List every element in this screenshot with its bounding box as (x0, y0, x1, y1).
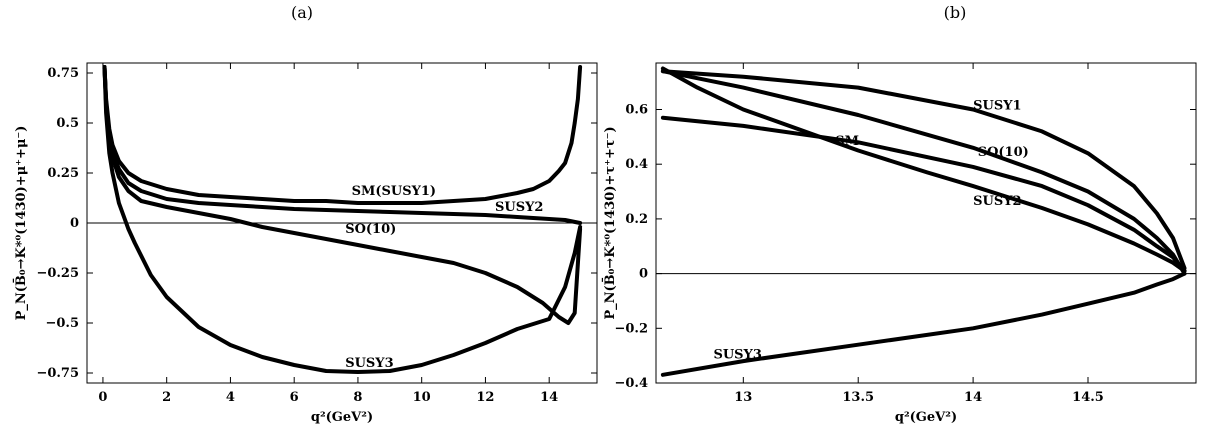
y-tick-label: 0 (70, 216, 79, 231)
curve-label: SUSY2 (973, 194, 1021, 209)
y-axis-label: P_N(B̄₀→K*⁰(1430)+τ⁺+τ⁻) (601, 126, 618, 319)
y-tick-label: 0 (639, 267, 648, 282)
x-tick-label: 13 (734, 390, 752, 405)
curve-label: SUSY3 (345, 356, 393, 371)
panel-label: (a) (291, 3, 313, 22)
y-tick-label: 0.6 (625, 102, 648, 117)
curve-label: SUSY3 (713, 347, 761, 362)
y-tick-label: 0.25 (47, 166, 79, 181)
series-line-sm (660, 115, 1187, 273)
series-line-sm-susy1- (102, 65, 583, 205)
x-tick-label: 14 (964, 390, 982, 405)
curve-label: SO(10) (978, 145, 1029, 160)
series-line-so-10- (660, 69, 1187, 276)
y-tick-label: 0.2 (625, 212, 648, 227)
curve-label: SO(10) (345, 222, 396, 237)
series-line-susy3 (102, 65, 583, 374)
y-tick-label: −0.75 (36, 366, 79, 381)
x-axis-label: q²(GeV²) (895, 410, 957, 425)
y-tick-label: −0.2 (614, 321, 648, 336)
x-tick-label: 4 (226, 390, 235, 405)
x-tick-label: 8 (353, 390, 362, 405)
x-tick-label: 0 (98, 390, 107, 405)
panel-a: (a) 0 2 4 6 8 10 12 14 −0.75 −0.5 −0.25 0 0.25 0.5 0.75… (12, 3, 598, 425)
y-tick-label: −0.5 (45, 316, 79, 331)
curve-label: SM(SUSY1) (352, 184, 437, 199)
x-tick-label: 14 (540, 390, 558, 405)
y-axis-label: P_N(B̄₀→K*⁰(1430)+μ⁺+μ⁻) (12, 126, 29, 321)
x-tick-label: 10 (413, 390, 431, 405)
curve-label: SUSY1 (973, 98, 1021, 113)
x-tick-label: 13.5 (842, 390, 874, 405)
curve-label: SUSY2 (495, 200, 543, 215)
y-tick-label: 0.5 (56, 116, 79, 131)
y-tick-label: 0.75 (47, 66, 79, 81)
series-line-susy1 (660, 69, 1187, 271)
y-tick-label: −0.4 (614, 376, 648, 391)
x-tick-label: 6 (290, 390, 299, 405)
plot-frame (655, 62, 1197, 384)
series-line-susy3 (660, 271, 1187, 377)
panel-b: (b) 13 13.5 14 14.5 −0.4 −0.2 0 0.2 0.4 0.6 q²(GeV²… (601, 3, 1197, 425)
panel-label: (b) (944, 3, 967, 22)
y-tick-label: −0.25 (36, 266, 79, 281)
x-tick-label: 2 (162, 390, 171, 405)
curve-label: SM (835, 134, 859, 149)
x-axis-label: q²(GeV²) (311, 410, 373, 425)
series-line-susy2 (660, 66, 1187, 273)
x-tick-label: 14.5 (1072, 390, 1104, 405)
y-tick-label: 0.4 (625, 157, 648, 172)
x-tick-label: 12 (476, 390, 494, 405)
series-line-so-10- (102, 65, 583, 325)
